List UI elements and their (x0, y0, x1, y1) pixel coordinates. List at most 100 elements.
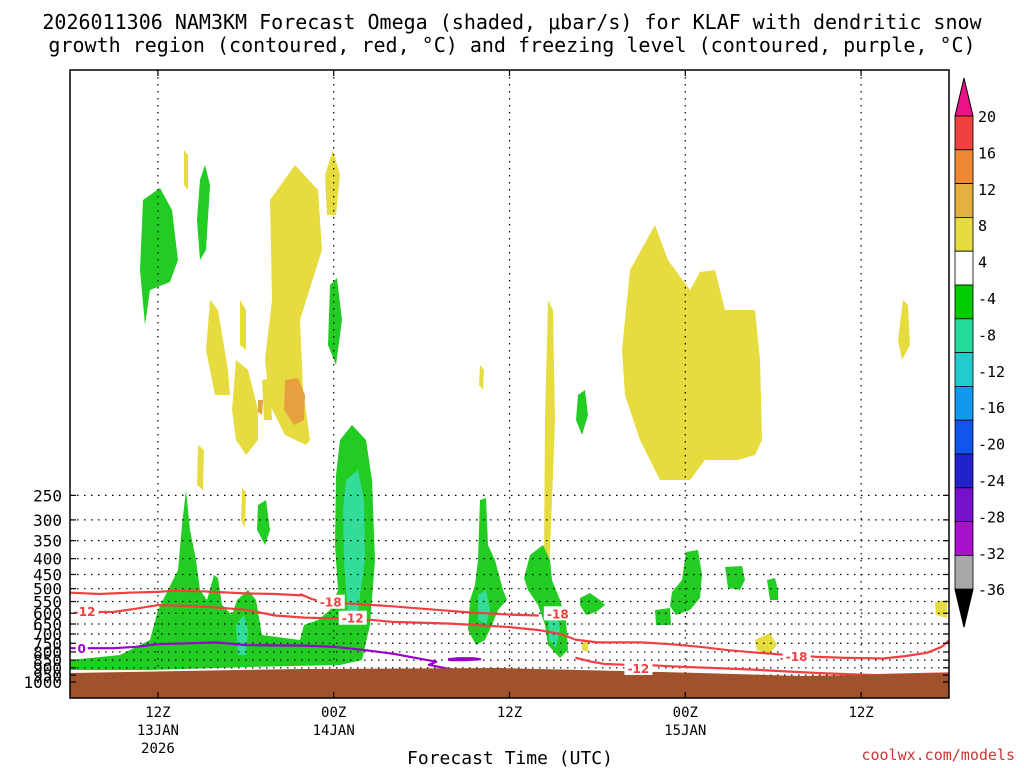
y-tick-label: 600 (33, 604, 62, 623)
credit-text: coolwx.com/models (861, 746, 1015, 764)
ascent-region (328, 278, 342, 365)
contour-label-bg (75, 640, 88, 655)
dgz-contour-line (69, 589, 305, 597)
descent-region (206, 300, 230, 395)
colorbar-segment (954, 318, 974, 353)
contour-label: 0 (78, 642, 86, 656)
colorbar-segment (954, 453, 974, 489)
colorbar-label: -20 (978, 436, 1005, 454)
contour-label-bg (316, 594, 345, 609)
colorbar-segment (954, 352, 974, 387)
ascent-region-strong (478, 590, 490, 625)
colorbar-segment (954, 385, 974, 421)
x-tick-label: 12Z (145, 705, 170, 721)
descent-region (232, 360, 258, 455)
colorbar-segment (954, 216, 974, 252)
descent-region (197, 445, 204, 490)
y-tick-label: 500 (33, 580, 62, 599)
y-tick-label: 550 (33, 593, 62, 612)
y-axis: 250 300 3504004505005506006507007508008509… (23, 486, 949, 692)
ascent-region (670, 550, 702, 615)
ascent-region (70, 425, 375, 670)
descent-region (241, 488, 246, 528)
y-tick-label: 250 (33, 486, 62, 505)
descent-region (622, 225, 762, 480)
contour-label-bg (782, 648, 811, 663)
contour-label-bg (543, 606, 572, 621)
y-tick-label: 850 (33, 651, 62, 670)
descent-region (479, 365, 484, 390)
y-tick-label: 650 (33, 615, 62, 634)
contour-label: -18 (547, 607, 569, 621)
chart-title-line-1: 2026011306 NAM3KM Forecast Omega (shaded… (42, 10, 982, 34)
x-axis-label: Forecast Time (UTC) (407, 748, 613, 768)
colorbar-segment (954, 487, 974, 522)
contour-label-bg (338, 610, 367, 625)
contour-label: -18 (786, 650, 808, 664)
freezing-level-loop (447, 657, 482, 662)
colorbar-segment (954, 250, 974, 286)
colorbar-segment (954, 284, 974, 320)
colorbar: 20 16 12 8 4 -4 -8 -12 -16 -20 -24 -28 -32 -36 (954, 77, 1005, 628)
contour-label: -12 (628, 662, 650, 676)
y-tick-label: 350 (33, 532, 62, 551)
descent-region (240, 300, 246, 350)
colorbar-label: 12 (978, 181, 996, 199)
x-tick-date: 15JAN (664, 723, 706, 739)
colorbar-label: 20 (978, 108, 996, 126)
ascent-region (725, 566, 745, 590)
x-tick-label: 12Z (497, 705, 522, 721)
descent-region-strong (258, 400, 263, 415)
descent-region (262, 378, 272, 420)
colorbar-label: 4 (978, 254, 987, 272)
colorbar-segment (954, 115, 974, 151)
ascent-region (580, 593, 605, 615)
descent-region (544, 300, 555, 600)
colorbar-label: -8 (978, 326, 996, 344)
dgz-minus18-contour (299, 592, 539, 617)
omega-shading (70, 150, 947, 670)
y-tick-label: 750 (33, 634, 62, 653)
ascent-region (767, 578, 778, 600)
colorbar-label: -16 (978, 399, 1005, 417)
descent-region (755, 633, 777, 655)
descent-region-strong (284, 378, 305, 425)
contour-label-bg (70, 604, 99, 619)
colorbar-label: 8 (978, 217, 987, 235)
ascent-region (257, 500, 270, 545)
colorbar-label: -32 (978, 545, 1005, 563)
x-tick-label: 00Z (673, 705, 698, 721)
contour-labels: -18-18-18-12 -12-120 (70, 594, 811, 676)
colorbar-segment (954, 555, 974, 590)
colorbar-label: -36 (978, 581, 1005, 599)
contour-label: -12 (74, 605, 96, 619)
contour-label: -18 (320, 596, 342, 610)
colorbar-bottom-arrow (954, 588, 974, 628)
y-tick-label: 1000 (23, 673, 62, 692)
descent-region (325, 150, 340, 215)
colorbar-label: -28 (978, 508, 1005, 526)
y-tick-label: 900 (33, 659, 62, 678)
chart-title-line-2: growth region (contoured, red, °C) and f… (48, 33, 975, 57)
colorbar-label: 16 (978, 144, 996, 162)
contour-label-bg (624, 661, 653, 676)
x-axis: 12Z 13JAN 2026 00Z 14JAN 12Z 00Z 15JAN 12Z (137, 70, 874, 757)
colorbar-label: -12 (978, 363, 1005, 381)
colorbar-segment (954, 149, 974, 185)
colorbar-top-arrow (954, 77, 974, 117)
ascent-region (468, 498, 507, 645)
y-tick-label: 800 (33, 643, 62, 662)
contour-label: -12 (342, 612, 364, 626)
colorbar-label: -24 (978, 472, 1005, 490)
descent-region (898, 300, 910, 360)
x-tick-date: 13JAN (137, 723, 179, 739)
colorbar-segment (954, 183, 974, 218)
colorbar-label: -4 (978, 290, 996, 308)
y-tick-label: 700 (33, 625, 62, 644)
descent-region (184, 150, 188, 190)
y-tick-label: 450 (33, 565, 62, 584)
ascent-region-strong (343, 470, 365, 615)
x-tick-label: 12Z (848, 705, 873, 721)
ground-surface (70, 668, 949, 698)
